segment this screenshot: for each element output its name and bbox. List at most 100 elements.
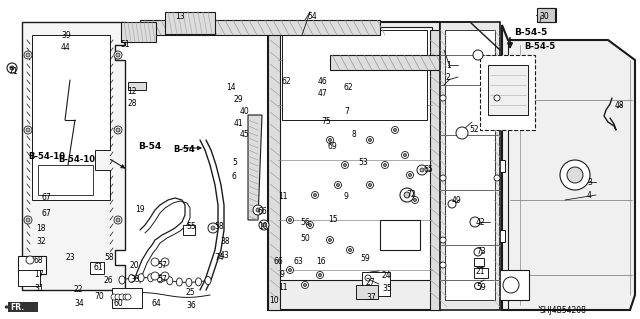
Text: 19: 19: [135, 205, 145, 214]
Circle shape: [440, 95, 446, 101]
Text: 57: 57: [157, 261, 167, 270]
Circle shape: [494, 175, 500, 181]
Polygon shape: [248, 115, 262, 220]
Polygon shape: [268, 30, 280, 310]
Ellipse shape: [167, 277, 173, 285]
Circle shape: [400, 188, 414, 202]
Text: 11: 11: [278, 192, 287, 201]
Bar: [276, 27, 432, 280]
Circle shape: [319, 273, 321, 277]
Circle shape: [560, 160, 590, 190]
Text: 67: 67: [42, 209, 52, 218]
Text: 73: 73: [476, 247, 486, 256]
Text: 57: 57: [157, 275, 167, 284]
Bar: [362, 272, 390, 296]
Circle shape: [440, 262, 446, 268]
Circle shape: [125, 294, 131, 300]
Bar: [18, 270, 40, 286]
Text: 38: 38: [220, 237, 230, 246]
Bar: [112, 288, 142, 308]
Text: 34: 34: [74, 299, 84, 308]
Circle shape: [259, 220, 269, 230]
Text: 27: 27: [366, 278, 376, 287]
Bar: [38, 165, 93, 195]
Circle shape: [392, 127, 399, 133]
Text: 26: 26: [104, 276, 114, 285]
Circle shape: [151, 258, 159, 266]
Circle shape: [369, 183, 371, 187]
Circle shape: [119, 294, 125, 300]
Circle shape: [303, 284, 307, 286]
Bar: [474, 268, 488, 278]
Circle shape: [342, 161, 349, 168]
Bar: [380, 220, 420, 250]
Bar: [537, 8, 555, 22]
Text: 11: 11: [278, 283, 287, 292]
Bar: [494, 270, 529, 300]
Text: 33: 33: [130, 275, 140, 284]
Circle shape: [365, 275, 371, 281]
Text: 3: 3: [587, 178, 592, 187]
Bar: [356, 285, 378, 299]
Text: 64: 64: [152, 299, 162, 308]
Ellipse shape: [205, 277, 211, 285]
Text: 74: 74: [214, 253, 224, 262]
Polygon shape: [330, 55, 440, 70]
Bar: [282, 30, 427, 120]
Text: 71: 71: [8, 67, 18, 76]
Text: B-54-10: B-54-10: [28, 152, 65, 161]
Polygon shape: [32, 35, 110, 200]
Text: 66: 66: [274, 257, 284, 266]
Text: 44: 44: [61, 43, 71, 52]
Polygon shape: [22, 22, 125, 290]
Circle shape: [289, 269, 291, 271]
Circle shape: [262, 223, 266, 227]
Circle shape: [403, 153, 406, 157]
Circle shape: [408, 174, 412, 176]
Circle shape: [287, 217, 294, 224]
Circle shape: [307, 221, 314, 228]
Text: 16: 16: [316, 257, 326, 266]
Circle shape: [406, 172, 413, 179]
Text: 9: 9: [344, 192, 349, 201]
Circle shape: [111, 294, 117, 300]
Circle shape: [367, 182, 374, 189]
Text: 1: 1: [446, 61, 451, 70]
Text: 39: 39: [61, 31, 71, 40]
Circle shape: [383, 164, 387, 167]
Text: 68: 68: [34, 256, 44, 265]
Text: 62: 62: [282, 77, 292, 86]
Text: 10: 10: [258, 222, 268, 231]
Text: 28: 28: [127, 99, 136, 108]
Ellipse shape: [148, 274, 154, 282]
Text: 72: 72: [406, 190, 415, 199]
Circle shape: [211, 226, 215, 230]
Text: 52: 52: [469, 125, 479, 134]
Text: 30: 30: [539, 12, 548, 21]
Circle shape: [404, 192, 410, 198]
Circle shape: [308, 224, 312, 226]
Text: SHJ4B54208: SHJ4B54208: [539, 306, 586, 315]
Polygon shape: [430, 30, 440, 310]
Circle shape: [253, 205, 263, 215]
Circle shape: [26, 128, 30, 132]
Text: 37: 37: [366, 293, 376, 302]
Text: 47: 47: [318, 89, 328, 98]
Bar: [538, 8, 556, 22]
Circle shape: [208, 223, 218, 233]
Text: 7: 7: [344, 107, 349, 116]
Text: 18: 18: [36, 224, 45, 233]
Circle shape: [349, 249, 351, 251]
Circle shape: [474, 248, 482, 256]
Text: 24: 24: [382, 271, 392, 280]
Text: 22: 22: [74, 285, 83, 294]
Circle shape: [24, 51, 32, 59]
Ellipse shape: [186, 278, 192, 286]
Circle shape: [326, 137, 333, 144]
Text: B-54-5: B-54-5: [524, 42, 556, 51]
Text: 70: 70: [94, 292, 104, 301]
Circle shape: [151, 272, 159, 280]
Text: 63: 63: [294, 257, 304, 266]
Circle shape: [412, 197, 419, 204]
Text: 51: 51: [120, 40, 130, 49]
